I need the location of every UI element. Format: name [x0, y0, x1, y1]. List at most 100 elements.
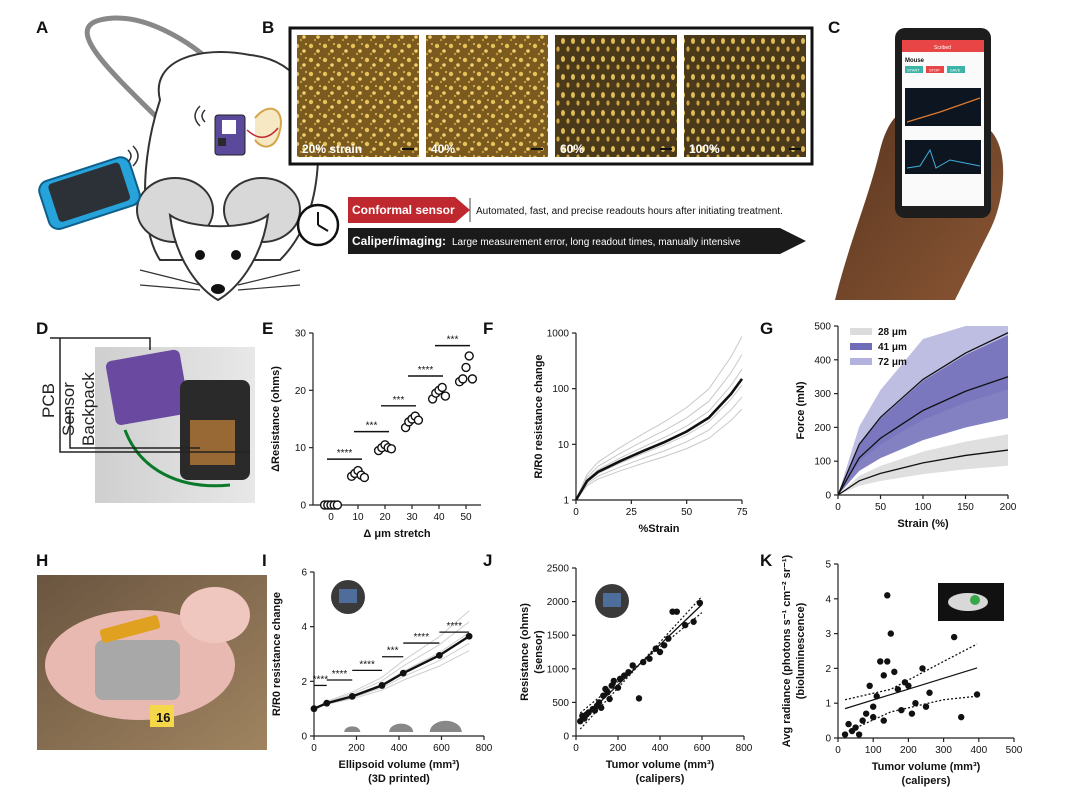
data-point — [905, 682, 912, 689]
x-axis-label: Tumor volume (mm³) — [606, 759, 715, 771]
callout-lines — [50, 337, 250, 453]
x-tick-label: 400 — [391, 743, 408, 754]
x-tick-label: 200 — [1000, 502, 1017, 513]
mean-point — [378, 682, 386, 689]
y-tick-label: 500 — [552, 698, 569, 709]
data-point — [614, 684, 622, 691]
app-title: Scribed — [934, 45, 951, 51]
mean-line — [574, 378, 744, 501]
x-axis-label: Δ μm stretch — [363, 528, 430, 540]
y-tick-label: 400 — [814, 355, 831, 366]
sensor-arrow — [348, 197, 470, 223]
x-axis-label-2: (3D printed) — [368, 773, 430, 785]
x-tick-label: 800 — [736, 743, 753, 754]
x-tick-label: 0 — [573, 507, 579, 518]
y-tick-label: 2000 — [547, 597, 570, 608]
save-button: SAVE — [950, 68, 961, 73]
panel-label-d: D — [36, 319, 48, 338]
data-point — [880, 672, 887, 679]
y-tick-label: 0 — [825, 734, 831, 745]
data-point — [656, 648, 664, 656]
data-point — [926, 689, 933, 696]
y-tick-label: 0 — [301, 732, 307, 743]
y-axis-label: Resistance (ohms) — [519, 603, 531, 701]
data-point — [467, 374, 478, 384]
ci-band — [838, 335, 1008, 495]
data-point — [413, 415, 424, 425]
chart-i: 0 200 400 600 800 0 2 4 6 Ellipsoid volume (mm³) (… — [271, 568, 493, 786]
x-tick-label: 40 — [433, 512, 445, 523]
y-tick-label: 30 — [295, 329, 307, 340]
chart-j: 0 200 400 600 800 0 500 1000 1500 2000 2500 Tumor v… — [519, 564, 753, 786]
dome-icon — [344, 726, 361, 732]
y-tick-label: 0 — [825, 491, 831, 502]
data-point — [845, 720, 852, 728]
legend-label: 28 μm — [878, 327, 907, 338]
y-tick-label: 100 — [552, 384, 569, 395]
phone-illustration-a — [38, 145, 141, 231]
fit-line — [844, 667, 978, 710]
series-line — [837, 376, 1009, 496]
y-tick-label: 1 — [825, 699, 831, 710]
micrograph-40 — [426, 35, 548, 157]
device-icon-board — [603, 593, 621, 607]
data-point — [877, 658, 884, 665]
legend-swatch — [850, 358, 872, 365]
significance-label: **** — [418, 365, 434, 376]
data-point — [912, 700, 919, 707]
y-tick-label: 2500 — [547, 564, 570, 575]
x-tick-label: 200 — [900, 745, 917, 756]
x-axis-label: %Strain — [639, 523, 680, 535]
series-line — [837, 332, 1009, 496]
data-point — [884, 658, 891, 665]
replicate-line — [313, 621, 470, 710]
data-point — [919, 665, 926, 672]
y-tick-label: 500 — [814, 322, 831, 333]
x-tick-label: 200 — [348, 743, 365, 754]
data-point — [690, 618, 697, 625]
x-tick-label: 100 — [915, 502, 932, 513]
panel-label-h: H — [36, 551, 48, 570]
data-point — [606, 695, 613, 703]
data-point — [440, 391, 451, 401]
data-point — [437, 382, 447, 393]
backpack-label: Backpack — [79, 372, 98, 446]
data-point — [862, 710, 870, 717]
data-point — [866, 682, 873, 689]
significance-label: **** — [359, 659, 375, 670]
y-axis-label-2: (sensor) — [533, 630, 545, 674]
x-axis-label: Ellipsoid volume (mm³) — [338, 759, 459, 771]
replicate-line — [575, 408, 743, 501]
ci-upper — [844, 643, 978, 701]
data-point — [640, 658, 647, 666]
panel-label-b: B — [262, 18, 274, 37]
data-point — [673, 608, 680, 615]
data-point — [665, 635, 672, 642]
x-tick-label: 75 — [736, 507, 748, 518]
y-tick-label: 2 — [301, 677, 307, 688]
data-point — [386, 444, 397, 454]
caliper-arrow-text: Large measurement error, long readout ti… — [452, 237, 741, 248]
device-name: Mouse — [905, 58, 925, 64]
x-axis-label-2: (calipers) — [902, 775, 951, 787]
x-axis-label: Strain (%) — [897, 518, 949, 530]
x-tick-label: 150 — [957, 502, 974, 513]
data-point — [870, 703, 877, 710]
x-tick-label: 30 — [406, 512, 418, 523]
data-point — [950, 633, 958, 641]
mean-point — [323, 699, 331, 707]
replicate-line — [575, 354, 743, 501]
data-point — [973, 691, 981, 698]
data-point — [332, 500, 343, 510]
y-tick-label: 1 — [563, 496, 569, 507]
data-point — [682, 621, 689, 629]
x-tick-label: 800 — [476, 743, 493, 754]
data-point — [610, 677, 617, 685]
dome-icon — [389, 723, 414, 732]
data-point — [635, 695, 643, 702]
significance-label: **** — [332, 669, 348, 680]
mean-point — [348, 692, 356, 700]
data-point — [629, 662, 636, 669]
series-line — [837, 449, 1009, 496]
